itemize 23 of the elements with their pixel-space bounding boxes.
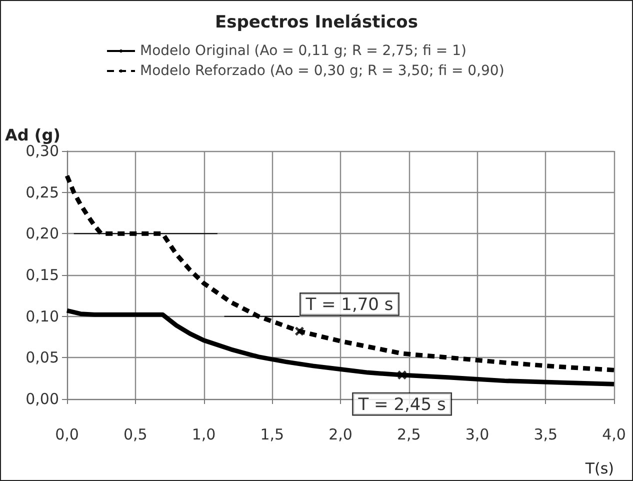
x-tick-label: 4,0 <box>602 426 626 444</box>
chart-title: Espectros Inelásticos <box>215 12 418 32</box>
x-tick-label: 3,5 <box>534 426 558 444</box>
x-tick-label: 2,0 <box>328 426 352 444</box>
x-tick-label: 3,0 <box>465 426 490 444</box>
x-tick-label: 2,5 <box>396 426 421 444</box>
x-tick-label: 0,5 <box>123 426 148 444</box>
y-tick-label: 0,00 <box>26 390 59 408</box>
y-axis-title: Ad (g) <box>5 126 60 144</box>
annotation: T = 2,45 s <box>357 395 446 416</box>
annotation: T = 1,70 s <box>304 295 394 316</box>
x-tick-label: 1,5 <box>260 426 284 444</box>
y-tick-label: 0,05 <box>26 348 59 367</box>
y-tick-label: 0,20 <box>26 224 59 243</box>
y-tick-label: 0,15 <box>26 266 59 284</box>
line-series <box>64 174 616 372</box>
x-axis-title: T(s) <box>584 460 614 478</box>
x-tick-label: 0,0 <box>55 426 79 444</box>
y-tick-label: 0,10 <box>26 307 59 326</box>
x-tick-label: 1,0 <box>192 426 216 444</box>
y-tick-label: 0,25 <box>26 183 59 202</box>
legend-label: Modelo Reforzado (Ao = 0,30 g; R = 3,50; fi = 0,90) <box>140 63 504 79</box>
legend-label: Modelo Original (Ao = 0,11 g; R = 2,75; fi = 1) <box>140 43 466 59</box>
